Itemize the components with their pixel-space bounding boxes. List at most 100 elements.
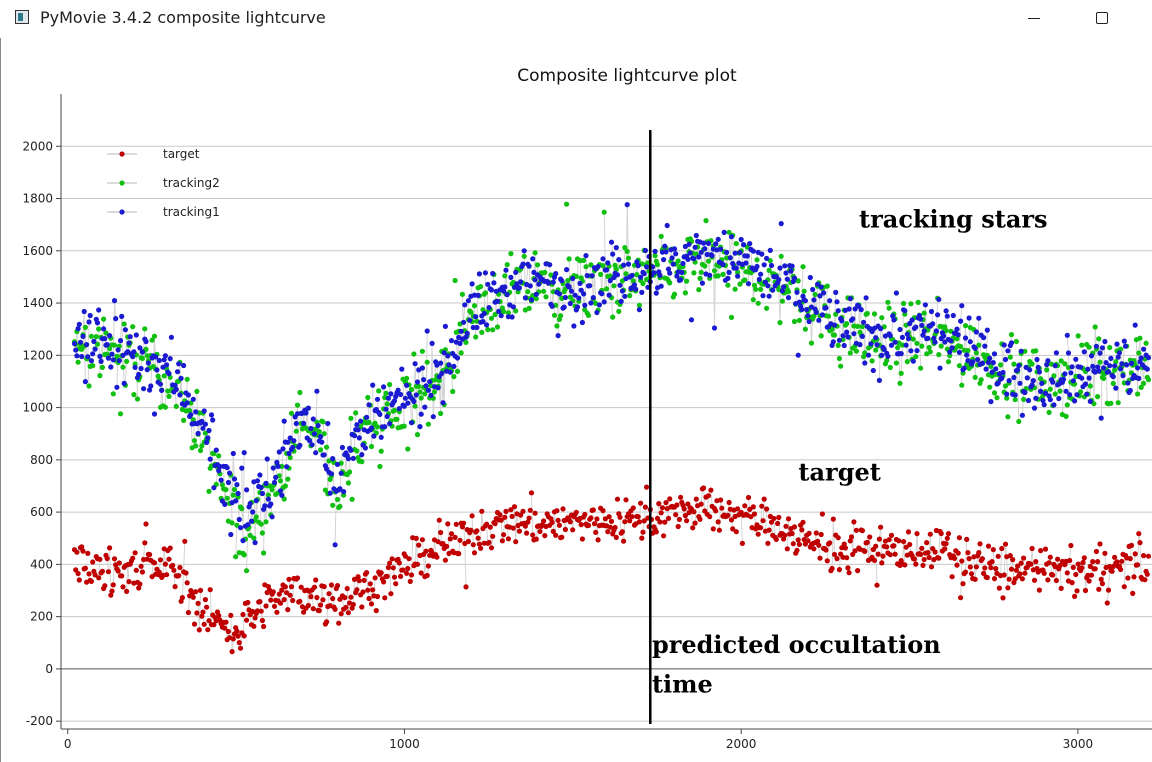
data-point-tracking2 [869, 358, 875, 364]
data-point-tracking1 [358, 418, 364, 424]
data-point-tracking2 [1143, 340, 1149, 346]
data-point-tracking1 [1069, 364, 1075, 370]
connector-line [425, 330, 428, 386]
data-point-tracking1 [247, 500, 253, 507]
data-point-target [691, 509, 697, 515]
data-point-tracking2 [139, 355, 145, 361]
data-point-target [505, 536, 511, 542]
data-point-target [1135, 562, 1141, 568]
data-point-target [1017, 571, 1023, 577]
connector-line [500, 520, 503, 541]
lightcurve-chart[interactable]: Composite lightcurve plot -2000200400600… [0, 38, 1152, 762]
data-point-target [151, 560, 158, 566]
data-point-tracking1 [931, 335, 937, 341]
data-point-tracking1 [561, 304, 567, 310]
data-point-tracking1 [816, 317, 822, 323]
data-point-tracking1 [419, 365, 425, 371]
data-point-tracking2 [372, 420, 378, 426]
connector-line [247, 506, 250, 525]
data-point-tracking1 [377, 411, 383, 417]
data-point-tracking1 [77, 339, 84, 345]
data-point-tracking1 [943, 308, 949, 314]
data-point-tracking2 [1108, 400, 1114, 406]
data-point-tracking2 [543, 294, 549, 300]
data-point-tracking2 [947, 353, 953, 359]
data-point-target [1090, 559, 1096, 565]
data-point-tracking2 [334, 496, 341, 503]
data-point-tracking1 [908, 348, 914, 354]
data-point-tracking1 [1011, 374, 1017, 381]
data-point-tracking1 [399, 366, 405, 372]
data-point-tracking1 [724, 249, 730, 255]
data-point-tracking2 [359, 459, 365, 465]
data-point-tracking1 [382, 424, 388, 430]
data-point-tracking1 [705, 240, 712, 246]
data-point-target [142, 540, 148, 546]
data-point-tracking1 [520, 261, 526, 267]
data-point-target [1022, 570, 1028, 576]
data-point-target [662, 519, 668, 525]
connector-line [603, 270, 606, 302]
data-point-target [988, 565, 994, 571]
x-tick-label: 1000 [389, 737, 420, 751]
data-point-tracking2 [728, 314, 735, 320]
data-point-tracking1 [284, 464, 290, 470]
connector-line [718, 500, 722, 531]
data-point-tracking1 [1034, 356, 1040, 363]
data-point-tracking1 [276, 449, 282, 455]
data-point-target [520, 508, 526, 514]
data-point-tracking1 [987, 355, 993, 361]
data-point-target [1109, 568, 1115, 574]
data-point-tracking1 [890, 313, 896, 319]
data-point-target [391, 574, 398, 580]
data-point-target [354, 587, 360, 593]
data-point-target [1046, 560, 1052, 566]
data-point-tracking1 [608, 239, 615, 245]
data-point-target [301, 609, 307, 615]
data-point-target [166, 556, 172, 562]
data-point-tracking1 [473, 314, 479, 320]
data-point-target [204, 604, 210, 610]
data-point-tracking1 [922, 302, 929, 308]
data-point-tracking1 [833, 289, 839, 295]
data-point-target [365, 587, 371, 593]
connector-line [286, 592, 289, 610]
legend-label-tracking1: tracking1 [163, 205, 220, 219]
data-point-tracking1 [265, 496, 271, 502]
data-point-target [1101, 570, 1107, 576]
data-point-tracking1 [840, 333, 846, 339]
data-point-tracking2 [697, 275, 703, 281]
data-point-tracking1 [153, 354, 159, 360]
data-point-tracking1 [1101, 365, 1107, 371]
connector-line [263, 485, 266, 554]
data-point-tracking2 [193, 443, 199, 449]
data-point-tracking1 [1127, 387, 1133, 394]
data-point-tracking2 [365, 394, 371, 401]
data-point-target [588, 515, 594, 521]
connector-line [1066, 335, 1069, 354]
data-point-tracking1 [1097, 350, 1103, 356]
data-point-tracking2 [120, 364, 126, 370]
data-point-tracking1 [484, 322, 490, 328]
data-point-tracking1 [536, 281, 542, 287]
data-point-target [313, 577, 319, 583]
data-point-tracking1 [80, 333, 86, 339]
connector-line [601, 265, 604, 291]
data-point-target [892, 551, 898, 557]
data-point-tracking1 [396, 406, 402, 412]
data-point-target [287, 592, 293, 598]
data-point-tracking2 [598, 271, 604, 277]
data-point-tracking1 [1008, 340, 1015, 346]
connector-line [1100, 347, 1103, 419]
data-point-target [511, 504, 518, 510]
data-point-tracking2 [1004, 395, 1010, 401]
data-point-tracking1 [566, 284, 572, 290]
data-point-target [1002, 541, 1009, 547]
data-point-tracking1 [715, 236, 721, 242]
data-point-target [259, 617, 265, 624]
data-point-target [1050, 572, 1056, 578]
minimize-icon[interactable] [1011, 4, 1057, 34]
connector-line [591, 275, 594, 298]
data-point-target [193, 589, 199, 595]
maximize-icon[interactable] [1080, 4, 1126, 34]
